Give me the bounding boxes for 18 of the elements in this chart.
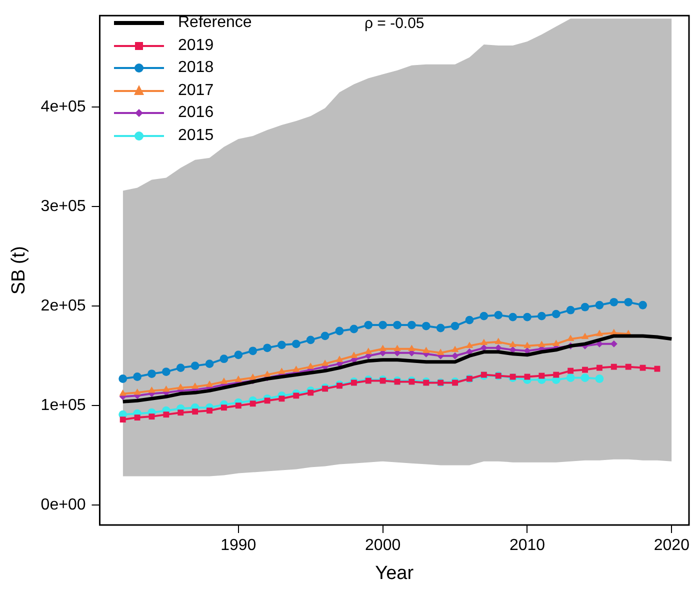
x-tick-label: 2020 bbox=[654, 537, 690, 554]
y-tick-label: 3e+05 bbox=[40, 198, 86, 216]
x-tick-label: 1990 bbox=[220, 537, 256, 554]
legend-label: 2017 bbox=[178, 80, 214, 100]
y-tick-label: 1e+05 bbox=[40, 397, 86, 414]
x-tick-label: 2010 bbox=[509, 537, 546, 554]
y-tick-label: 4e+05 bbox=[40, 98, 86, 116]
y-tick-label: 0e+00 bbox=[40, 496, 86, 514]
y-axis-title: SB (t) bbox=[8, 246, 30, 295]
x-tick-label: 2000 bbox=[365, 537, 401, 554]
y-tick-label: 2e+05 bbox=[40, 298, 86, 315]
legend-label: 2018 bbox=[178, 58, 214, 78]
annotation: ρ = -0.05 bbox=[364, 15, 424, 32]
x-axis-title: Year bbox=[375, 562, 414, 584]
legend-label: Reference bbox=[178, 13, 252, 33]
legend-label: 2015 bbox=[178, 126, 214, 146]
legend-label: 2016 bbox=[178, 103, 214, 123]
legend-label: 2019 bbox=[178, 36, 214, 56]
